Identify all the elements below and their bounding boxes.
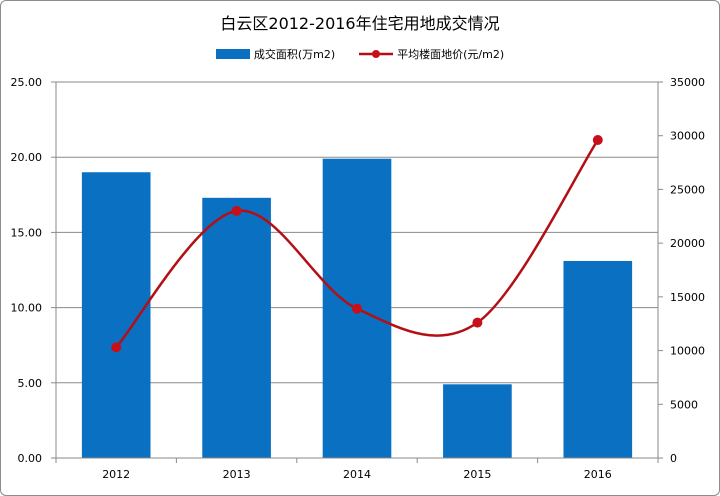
- legend-label-area: 成交面积(万m2): [253, 48, 336, 61]
- y-right-tick-label: 15000: [670, 291, 705, 304]
- y-right-tick-label: 0: [670, 452, 677, 465]
- y-left-tick-label: 10.00: [11, 302, 43, 315]
- y-right-tick-label: 10000: [670, 345, 705, 358]
- bar: [443, 384, 512, 458]
- y-right-tick-label: 30000: [670, 130, 705, 143]
- x-tick-label: 2014: [343, 468, 371, 481]
- x-tick-label: 2012: [102, 468, 130, 481]
- legend-item-area: 成交面积(万m2): [215, 46, 336, 62]
- y-right-tick-label: 25000: [670, 183, 705, 196]
- legend-swatch-line: [359, 50, 394, 58]
- y-left-tick-label: 5.00: [18, 377, 43, 390]
- y-right-tick-label: 20000: [670, 237, 705, 250]
- price-point: [472, 317, 483, 328]
- chart-title: 白云区2012-2016年住宅用地成交情况: [220, 14, 500, 33]
- y-left-tick-label: 0.00: [18, 452, 43, 465]
- legend-swatch-bar: [215, 49, 250, 59]
- x-tick-label: 2015: [463, 468, 491, 481]
- y-left-tick-label: 15.00: [11, 226, 43, 239]
- price-point: [592, 135, 603, 146]
- legend-item-price: 平均楼面地价(元/m2): [359, 46, 504, 62]
- price-point: [231, 205, 242, 216]
- y-left-tick-label: 25.00: [11, 76, 43, 89]
- bar: [563, 260, 633, 458]
- x-tick-label: 2016: [584, 468, 612, 481]
- price-point: [352, 303, 362, 314]
- y-right-tick-label: 35000: [670, 76, 705, 89]
- y-left-tick-label: 20.00: [11, 151, 43, 164]
- legend: 成交面积(万m2) 平均楼面地价(元/m2): [0, 46, 720, 62]
- legend-label-price: 平均楼面地价(元/m2): [397, 48, 505, 61]
- price-point: [111, 342, 122, 353]
- bar: [202, 197, 271, 459]
- y-right-tick-label: 5000: [670, 398, 698, 411]
- x-tick-label: 2013: [223, 468, 251, 481]
